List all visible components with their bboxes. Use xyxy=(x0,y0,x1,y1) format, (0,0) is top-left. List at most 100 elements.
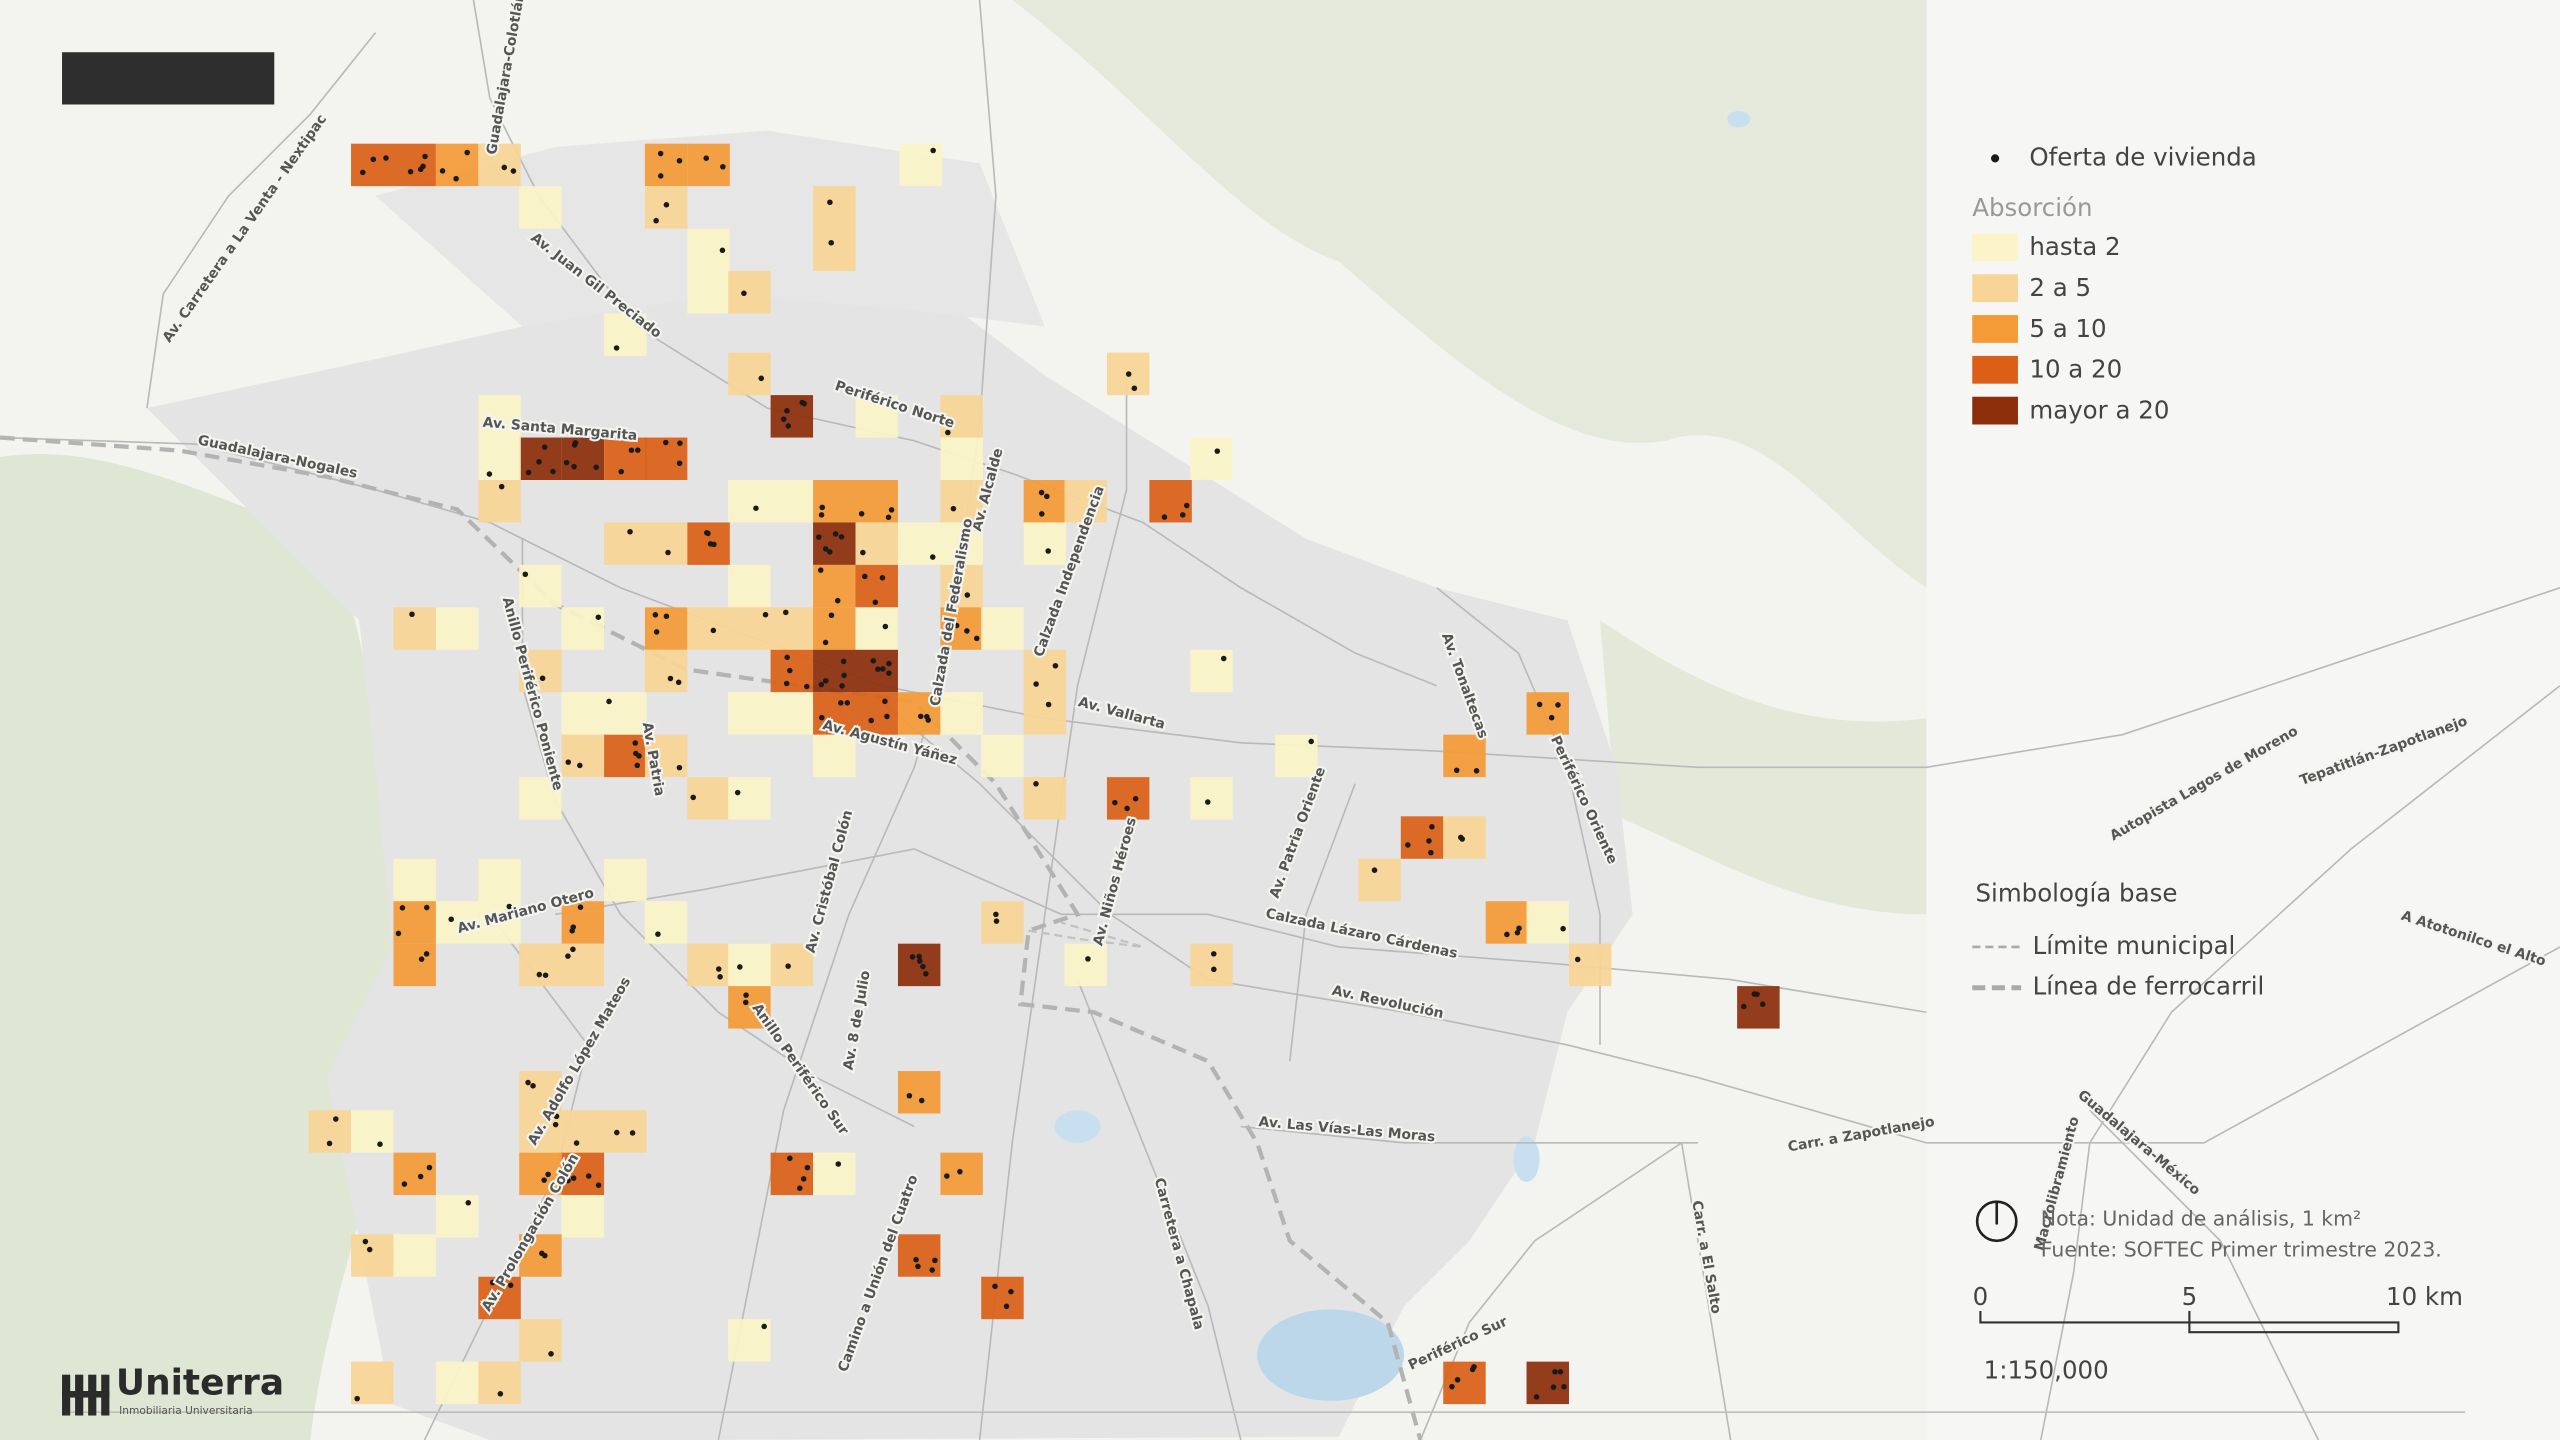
housing-point xyxy=(565,759,572,765)
housing-point xyxy=(542,972,549,978)
housing-point xyxy=(541,1177,547,1183)
housing-point xyxy=(1458,834,1464,841)
absorption-cell xyxy=(478,395,521,438)
base-title: Simbología base xyxy=(1976,879,2178,908)
legend-label: 10 a 20 xyxy=(2029,355,2122,384)
housing-point xyxy=(929,1267,935,1273)
absorption-cell xyxy=(393,943,436,987)
absorption-cell xyxy=(728,564,771,608)
housing-point xyxy=(879,574,886,581)
absorption-cell xyxy=(604,858,647,902)
absorption-cell xyxy=(1023,522,1067,565)
absorption-cell xyxy=(770,692,814,735)
housing-point xyxy=(993,918,1000,924)
legend-label: 2 a 5 xyxy=(2029,273,2091,302)
housing-point xyxy=(816,534,822,540)
housing-point xyxy=(930,147,936,154)
absorption-cell xyxy=(519,943,562,987)
housing-point xyxy=(395,930,402,937)
housing-point xyxy=(818,714,825,721)
housing-point xyxy=(886,660,892,667)
housing-point xyxy=(945,429,951,436)
housing-point xyxy=(506,903,513,910)
housing-point xyxy=(618,468,624,475)
housing-point xyxy=(860,549,866,556)
absorption-cell xyxy=(604,1110,647,1153)
housing-point xyxy=(973,525,980,531)
housing-point xyxy=(1038,489,1045,496)
absorption-cell xyxy=(478,858,521,902)
absorption-cell xyxy=(393,1152,436,1196)
housing-point xyxy=(953,622,960,629)
housing-point xyxy=(704,529,710,536)
absorption-cell xyxy=(644,649,688,693)
housing-point xyxy=(677,440,683,446)
absorption-cell xyxy=(687,271,730,314)
absorption-cell xyxy=(351,143,394,187)
housing-point xyxy=(882,698,888,705)
legend-swatch xyxy=(1972,315,2018,343)
housing-point xyxy=(924,713,930,720)
housing-point xyxy=(916,958,923,964)
housing-point xyxy=(1125,371,1132,377)
legend-swatch xyxy=(1972,396,2018,425)
absorption-cell xyxy=(897,943,941,987)
absorption-cell xyxy=(561,692,605,735)
absorption-cell xyxy=(308,1110,352,1153)
housing-point xyxy=(909,954,916,960)
notes: Nota: Unidad de análisis, 1 km² Fuente: … xyxy=(1975,1200,2442,1262)
housing-point xyxy=(360,169,366,176)
housing-point xyxy=(858,510,865,517)
housing-point xyxy=(785,963,791,969)
housing-point xyxy=(507,1282,514,1289)
housing-point xyxy=(418,956,425,962)
housing-point xyxy=(653,629,660,635)
housing-point xyxy=(423,904,430,911)
housing-point xyxy=(1504,931,1510,938)
absorption-cell xyxy=(604,313,647,356)
housing-point xyxy=(663,613,670,620)
absorption-cell xyxy=(1149,480,1192,523)
housing-point xyxy=(1453,767,1460,774)
absorption-cell xyxy=(981,607,1024,650)
absorption-cell xyxy=(519,1152,562,1196)
housing-point xyxy=(362,1238,369,1245)
housing-point xyxy=(486,471,493,477)
housing-point xyxy=(828,239,834,246)
housing-point xyxy=(667,675,674,682)
housing-point xyxy=(488,1300,494,1307)
scale-tick: 10 km xyxy=(2386,1282,2463,1311)
absorption-cell xyxy=(393,1234,436,1277)
housing-point xyxy=(923,970,929,977)
housing-point xyxy=(1204,799,1211,805)
housing-point xyxy=(787,667,793,674)
housing-point xyxy=(799,399,806,406)
housing-point xyxy=(326,1140,333,1147)
absorption-cell xyxy=(1526,1361,1569,1405)
housing-point xyxy=(489,1279,496,1286)
scale-tick: 5 xyxy=(2182,1282,2198,1311)
absorption-cell xyxy=(728,777,771,820)
housing-point xyxy=(717,974,723,980)
housing-point xyxy=(885,514,892,521)
housing-point xyxy=(1550,1384,1557,1390)
housing-point xyxy=(577,762,583,769)
housing-point xyxy=(1220,655,1227,662)
housing-point xyxy=(1008,1288,1014,1295)
absorption-cell xyxy=(1106,777,1150,820)
housing-point xyxy=(676,764,683,771)
absorption-cell xyxy=(561,1152,605,1196)
housing-point xyxy=(1754,991,1760,998)
housing-point xyxy=(1536,701,1543,708)
housing-point xyxy=(964,592,971,598)
housing-point xyxy=(787,1155,793,1162)
housing-point xyxy=(676,460,683,467)
absorption-cell xyxy=(561,943,605,987)
scale-bar: 0 5 10 km 1:150,000 xyxy=(1973,1282,2463,1384)
absorption-cell xyxy=(728,943,771,987)
housing-point xyxy=(1449,1383,1455,1390)
housing-point xyxy=(545,1171,551,1178)
housing-point xyxy=(1469,1366,1476,1373)
housing-point xyxy=(655,931,661,937)
housing-point xyxy=(1033,781,1039,787)
